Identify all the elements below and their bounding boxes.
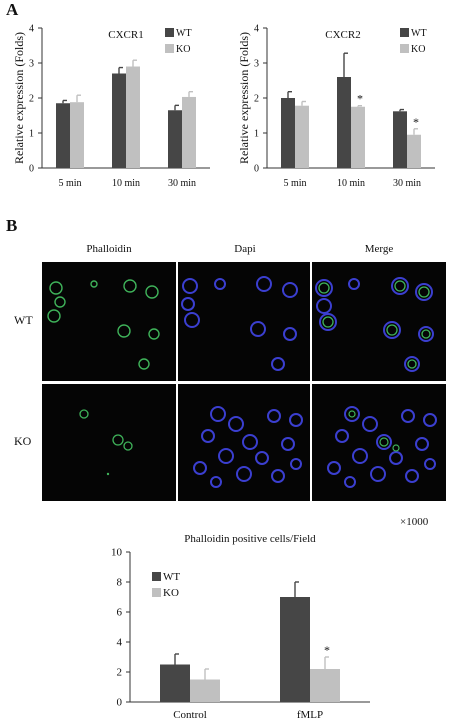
significance-star: * [413,115,419,129]
chart-title: CXCR2 [325,29,360,41]
chart-cxcr2: 0 1 2 3 4 CXCR2 Relative expression (Folds) 5 m… [237,24,435,189]
chart-cxcr1: 0 1 2 3 4 CXCR1 Relative expression (Folds) 5 m… [12,24,210,189]
y-tick-label: 2 [117,667,123,679]
y-tick-label: 3 [254,59,259,70]
panel-a-letter: A [6,0,19,19]
y-tick-label: 0 [29,164,34,175]
bar-ko-0 [190,679,220,702]
phalloidin-ko-cells [79,409,133,476]
bar-wt-2 [168,110,182,168]
bar-wt-1 [112,73,126,168]
micrograph-ko-phalloidin [42,384,176,501]
bar-wt-1 [280,597,310,702]
bar-ko-1 [351,106,365,168]
bar-wt-0 [281,98,295,168]
column-label-phalloidin: Phalloidin [86,243,132,255]
y-tick-label: 0 [117,697,123,709]
y-tick-label: 4 [254,24,259,35]
y-tick-label: 1 [29,129,34,140]
column-label-merge: Merge [364,243,394,255]
bar-wt-1 [337,77,351,168]
legend-label-ko: KO [176,44,190,55]
phalloidin-wt-cells [47,279,160,370]
micrograph-ko-dapi [178,384,310,501]
bar-ko-0 [70,102,84,168]
bar-ko-2 [407,134,421,168]
y-axis-label: Relative expression (Folds) [237,32,251,164]
x-tick-label: 10 min [337,178,365,189]
legend-swatch-ko [152,588,161,597]
y-axis-label: Relative expression (Folds) [12,32,26,164]
y-tick-label: 4 [117,637,123,649]
legend-swatch-wt [152,572,161,581]
significance-star: * [357,92,363,106]
bar-ko-2 [182,96,196,168]
significance-star: * [324,643,330,657]
row-label-wt: WT [14,313,33,327]
y-tick-label: 2 [29,94,34,105]
legend-swatch-wt [400,28,409,37]
micrograph-ko-merge [312,384,446,501]
y-tick-label: 1 [254,129,259,140]
y-tick-label: 10 [111,547,123,559]
bar-wt-0 [56,103,70,168]
micrograph-wt-dapi [178,262,310,381]
bar-ko-1 [310,669,340,702]
y-tick-label: 8 [117,577,123,589]
magnification-label: ×1000 [400,516,429,528]
bar-wt-0 [160,664,190,702]
merge-ko-cells [327,406,437,488]
legend-label-ko: KO [163,587,179,599]
y-tick-label: 3 [29,59,34,70]
x-tick-label: 5 min [283,178,306,189]
panel-b-letter: B [6,216,18,235]
bar-wt-2 [393,111,407,168]
x-tick-label: 10 min [112,178,140,189]
chart-phalloidin-positive-cells: 0 2 4 6 8 10 Phalloidin positive cells/Field Co… [111,533,370,720]
legend-label-wt: WT [163,571,180,583]
legend-label-wt: WT [411,28,427,39]
x-tick-label: 30 min [393,178,421,189]
column-label-dapi: Dapi [234,243,256,255]
bar-ko-1 [126,66,140,168]
micrograph-wt-phalloidin [42,262,176,381]
y-tick-label: 2 [254,94,259,105]
legend-label-wt: WT [176,28,192,39]
row-label-ko: KO [14,434,32,448]
dapi-wt-nuclei [181,276,298,371]
merge-wt-cells [315,277,434,372]
y-tick-label: 6 [117,607,123,619]
legend-swatch-ko [400,44,409,53]
dapi-ko-nuclei [193,406,303,488]
chart-title: CXCR1 [108,29,143,41]
y-tick-label: 4 [29,24,34,35]
legend-swatch-ko [165,44,174,53]
x-tick-label: Control [173,709,207,720]
x-tick-label: fMLP [297,709,323,720]
chart-title: Phalloidin positive cells/Field [184,533,316,545]
legend-swatch-wt [165,28,174,37]
x-tick-label: 30 min [168,178,196,189]
x-tick-label: 5 min [58,178,81,189]
micrograph-wt-merge [312,262,446,381]
y-tick-label: 0 [254,164,259,175]
legend-label-ko: KO [411,44,425,55]
bar-ko-0 [295,105,309,168]
